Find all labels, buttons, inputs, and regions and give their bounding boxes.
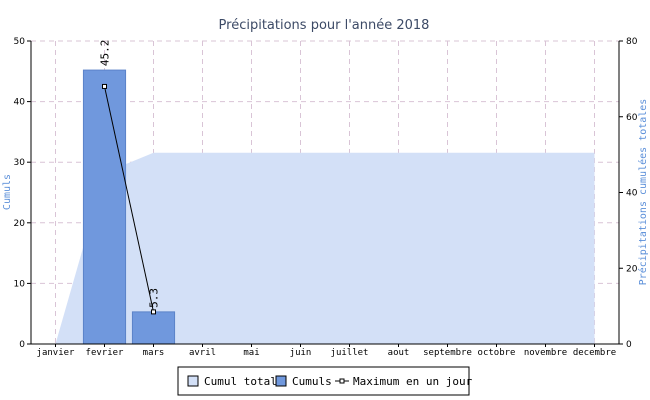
- y-tick-label: 0: [19, 340, 25, 350]
- x-tick-label-juin: juin: [290, 348, 312, 358]
- y-tick-label: 10: [14, 279, 26, 289]
- x-tick-label-octobre: octobre: [478, 348, 516, 358]
- y2-tick-label: 60: [626, 113, 638, 123]
- cumul-total-area-layer: [55, 152, 595, 344]
- x-tick-label-janvier: janvier: [37, 348, 76, 358]
- bar-fevrier: [82, 69, 127, 345]
- cumuls-bar-layer: [82, 69, 176, 345]
- y2-tick-label: 80: [626, 37, 638, 47]
- y-tick-label: 30: [14, 158, 26, 168]
- data-label-fevrier: 45.2: [99, 40, 112, 67]
- max-line: [104, 86, 154, 312]
- x-tick-label-novembre: novembre: [524, 348, 567, 358]
- x-tick-label-juillet: juillet: [331, 348, 369, 358]
- y2-tick-label: 20: [626, 264, 638, 274]
- y-tick-label: 20: [14, 219, 26, 229]
- legend: Cumul total Cumuls Maximum en un jour: [177, 366, 473, 396]
- legend-label-cumul-total: Cumul total: [204, 375, 277, 388]
- axis-layer: 0 10 20 30 40 50 0 20 40 60 80 janvier fevrier mars av…: [14, 37, 638, 358]
- y-tick-label: 50: [14, 37, 26, 47]
- max-point-mars: [151, 309, 156, 315]
- cumul-total-area: [55, 152, 595, 344]
- data-label-mars: 5.3: [148, 288, 161, 308]
- x-tick-label-mars: mars: [143, 348, 165, 358]
- x-tick-label-mai: mai: [243, 348, 259, 358]
- x-tick-label-aout: aout: [388, 348, 410, 358]
- y2-tick-label: 40: [626, 189, 638, 199]
- legend-label-cumuls: Cumuls: [292, 375, 332, 388]
- data-label-layer: 45.2 5.3: [99, 40, 161, 308]
- max-line-layer: [102, 83, 156, 315]
- bar-mars: [131, 311, 176, 345]
- legend-swatch-cumuls: [275, 375, 287, 387]
- chart-title: Précipitations pour l'année 2018: [219, 18, 430, 33]
- legend-swatch-max-marker: [339, 378, 345, 384]
- y-tick-label: 40: [14, 98, 26, 108]
- y2-axis-label: Précipitations cumulées totales: [637, 99, 649, 286]
- legend-label-max: Maximum en un jour: [353, 375, 473, 388]
- y-axis-label: Cumuls: [2, 174, 13, 210]
- max-point-fevrier: [102, 83, 107, 89]
- x-tick-label-decembre: decembre: [573, 348, 616, 358]
- legend-swatch-cumul-total: [187, 375, 199, 387]
- legend-frame: [177, 366, 470, 396]
- x-tick-label-septembre: septembre: [423, 348, 472, 358]
- x-tick-label-fevrier: fevrier: [86, 348, 125, 358]
- y2-tick-label: 0: [626, 340, 632, 350]
- x-tick-label-avril: avril: [189, 348, 216, 358]
